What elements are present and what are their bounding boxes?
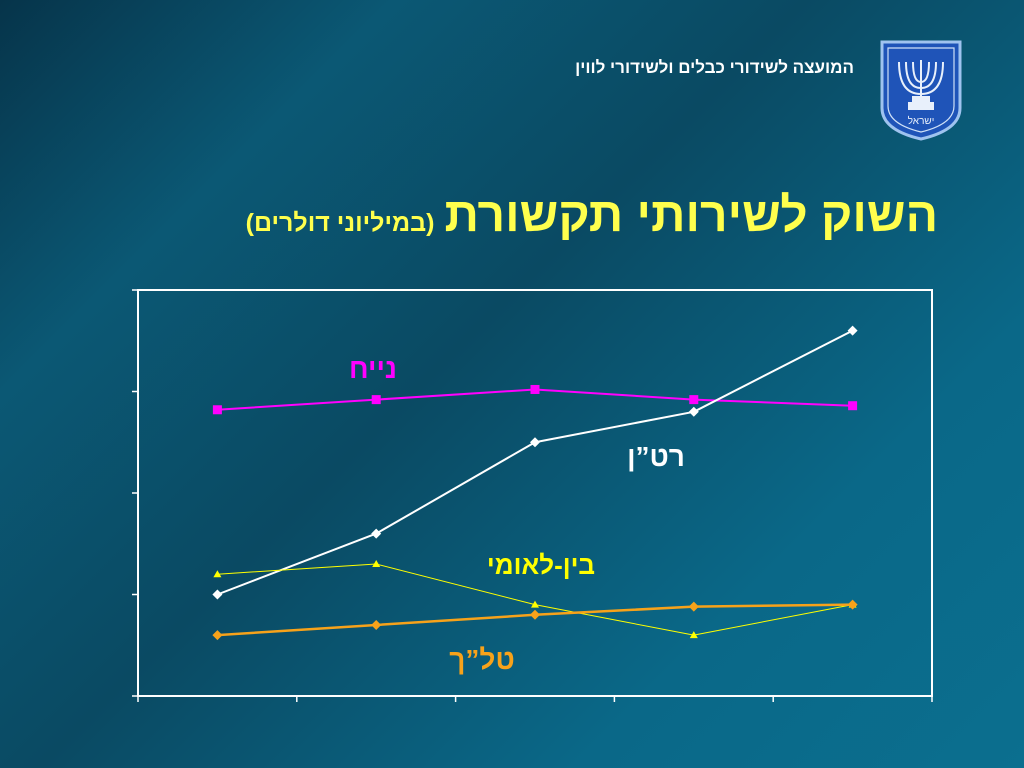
slide-title: השוק לשירותי תקשורת (במיליוני דולרים) [246, 188, 938, 243]
data-point-diamond [371, 619, 382, 630]
data-point-square [689, 395, 699, 405]
data-point-diamond [371, 528, 382, 539]
data-point-diamond [847, 325, 858, 336]
series-label: בין-לאומי [487, 550, 595, 580]
series-label: נייח [349, 353, 397, 384]
series-label: טל”ך [449, 644, 514, 675]
organization-name: המועצה לשידורי כבלים ולשידורי לווין [575, 58, 854, 77]
data-point-diamond [212, 630, 223, 641]
data-point-diamond [847, 599, 858, 610]
svg-text:ישראל: ישראל [908, 115, 935, 127]
data-point-diamond [530, 609, 540, 620]
data-point-triangle [689, 631, 698, 639]
data-point-diamond [212, 589, 223, 600]
data-point-square [848, 401, 858, 411]
title-subtitle: (במיליוני דולרים) [245, 209, 435, 237]
data-point-triangle [213, 570, 222, 578]
data-point-diamond [530, 437, 540, 448]
data-point-diamond [688, 601, 699, 612]
series-label: רט”ן [627, 441, 685, 472]
data-point-square [371, 395, 381, 405]
data-point-diamond [688, 406, 699, 417]
data-point-triangle [372, 560, 381, 568]
data-point-triangle [531, 600, 539, 608]
series-line [217, 603, 853, 637]
data-point-square [212, 405, 222, 415]
data-point-square [530, 384, 540, 394]
state-emblem-icon: ישראל [880, 40, 962, 141]
title-main: השוק לשירותי תקשורת [444, 189, 939, 242]
